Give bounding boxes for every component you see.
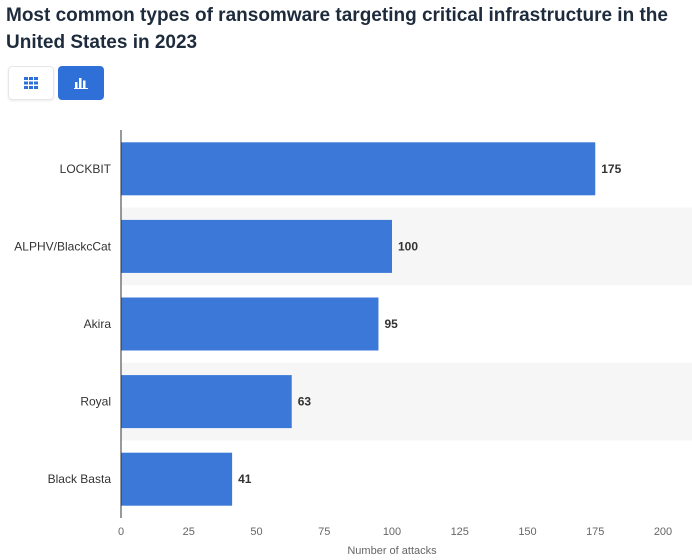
x-tick-label: 200 (654, 526, 672, 538)
x-tick-label: 100 (383, 526, 401, 538)
x-tick-label: 125 (451, 526, 469, 538)
grid-table-icon (24, 77, 38, 89)
bar (121, 219, 392, 273)
data-label: 41 (238, 472, 252, 486)
x-tick-label: 25 (183, 526, 195, 538)
category-label: LOCKBIT (60, 162, 112, 176)
bar (121, 375, 292, 429)
category-label: ALPHV/BlackcCat (14, 239, 111, 253)
bar (121, 142, 596, 196)
table-view-button[interactable] (8, 66, 54, 100)
bar (121, 452, 233, 506)
x-axis-title: Number of attacks (347, 545, 437, 557)
chart-title: Most common types of ransomware targetin… (6, 5, 668, 53)
bar-chart-icon (74, 78, 88, 89)
category-label: Akira (84, 317, 112, 331)
x-tick-label: 175 (586, 526, 604, 538)
data-label: 95 (384, 317, 398, 331)
data-label: 175 (601, 162, 621, 176)
category-label: Black Basta (48, 472, 112, 486)
data-label: 100 (398, 239, 418, 253)
data-label: 63 (298, 395, 312, 409)
bar (121, 297, 379, 351)
chart-view-button[interactable] (58, 66, 104, 100)
x-tick-label: 75 (318, 526, 330, 538)
x-tick-label: 150 (518, 526, 536, 538)
view-toggle-group (8, 66, 104, 100)
x-tick-label: 0 (118, 526, 124, 538)
category-label: Royal (80, 395, 111, 409)
x-tick-label: 50 (250, 526, 262, 538)
